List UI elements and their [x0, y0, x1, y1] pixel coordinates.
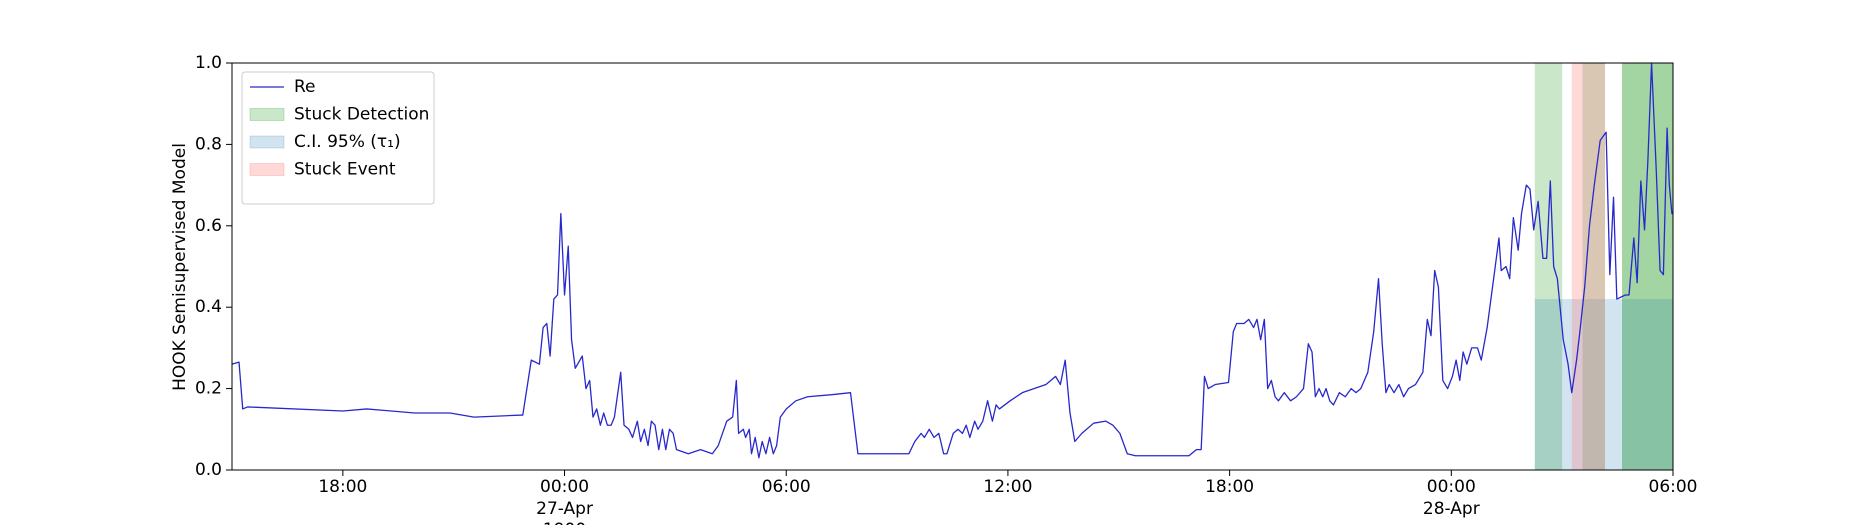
- legend-patch: [249, 135, 285, 149]
- x-date-label: 1900: [543, 520, 586, 525]
- x-tick-label: 18:00: [318, 477, 367, 497]
- legend-label: C.I. 95% (τ₁): [294, 132, 401, 152]
- span-region: [1534, 63, 1563, 470]
- x-tick-label: 06:00: [1649, 477, 1698, 497]
- x-tick-label: 00:00: [1427, 477, 1476, 497]
- y-tick-label: 0.8: [195, 134, 222, 154]
- x-tick-label: 12:00: [983, 477, 1032, 497]
- y-tick-label: 0.2: [195, 379, 222, 399]
- y-tick-label: 0.0: [195, 460, 222, 480]
- legend-label: Stuck Detection: [294, 105, 429, 125]
- y-axis-label: HOOK Semisupervised Model: [170, 143, 190, 391]
- y-tick-label: 0.6: [195, 216, 222, 236]
- plot-frame: [231, 62, 1674, 471]
- y-tick-label: 0.4: [195, 297, 222, 317]
- x-tick-label: 00:00: [540, 477, 589, 497]
- legend-patch: [249, 108, 285, 121]
- span-region: [1622, 63, 1673, 470]
- x-date-label: 28-Apr: [1423, 499, 1480, 519]
- y-tick-label: 1.0: [195, 53, 222, 73]
- legend-patch: [249, 163, 285, 176]
- span-region: [1582, 63, 1606, 470]
- legend-label: Re: [294, 77, 316, 97]
- span-region: [1571, 63, 1606, 470]
- x-tick-label: 18:00: [1205, 477, 1254, 497]
- legend-label: Stuck Event: [294, 160, 396, 180]
- data-line: [231, 62, 1673, 459]
- span-region: [1622, 63, 1673, 470]
- x-tick-label: 06:00: [762, 477, 811, 497]
- span-region: [1534, 299, 1673, 470]
- x-date-label: 27-Apr: [536, 499, 593, 519]
- legend-box: [241, 71, 435, 205]
